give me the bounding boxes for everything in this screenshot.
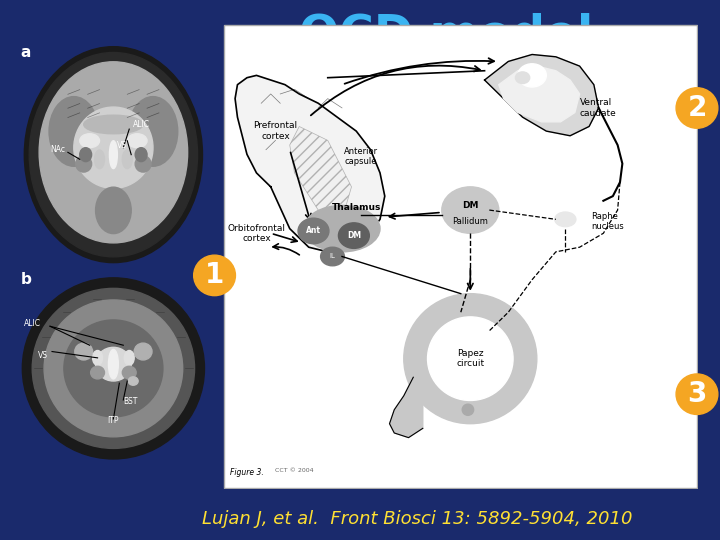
Ellipse shape	[554, 212, 576, 227]
Text: ALIC: ALIC	[133, 120, 150, 129]
Ellipse shape	[320, 247, 344, 266]
Ellipse shape	[30, 52, 197, 257]
Ellipse shape	[442, 187, 499, 233]
Text: VS: VS	[38, 351, 48, 360]
Text: Prefrontal
cortex: Prefrontal cortex	[253, 122, 297, 141]
Polygon shape	[289, 126, 351, 219]
Ellipse shape	[134, 343, 152, 360]
Ellipse shape	[74, 107, 153, 188]
Text: DM: DM	[462, 201, 479, 210]
Ellipse shape	[298, 218, 329, 244]
Ellipse shape	[135, 156, 151, 172]
Text: BST: BST	[123, 397, 138, 406]
Circle shape	[404, 294, 537, 424]
Text: NAc: NAc	[50, 145, 65, 154]
Ellipse shape	[94, 150, 104, 168]
Ellipse shape	[135, 147, 147, 161]
Ellipse shape	[128, 377, 138, 385]
Text: Lujan J, et al.  Front Biosci 13: 5892-5904, 2010: Lujan J, et al. Front Biosci 13: 5892-59…	[202, 510, 633, 529]
Polygon shape	[235, 76, 384, 252]
Text: 1: 1	[205, 261, 224, 289]
Ellipse shape	[64, 320, 163, 417]
Ellipse shape	[516, 72, 530, 84]
Ellipse shape	[122, 366, 136, 379]
Polygon shape	[499, 66, 580, 122]
Text: Anterior
capsule: Anterior capsule	[344, 147, 379, 166]
Text: ALIC: ALIC	[24, 319, 41, 328]
Text: Figure 3.: Figure 3.	[230, 468, 264, 477]
Ellipse shape	[91, 366, 104, 379]
Ellipse shape	[32, 288, 194, 448]
Circle shape	[462, 404, 474, 415]
Ellipse shape	[109, 349, 118, 379]
Text: Ventral
caudate: Ventral caudate	[580, 98, 616, 118]
Polygon shape	[390, 377, 423, 437]
Text: Papez
circuit: Papez circuit	[456, 349, 485, 368]
Ellipse shape	[338, 223, 369, 248]
Polygon shape	[485, 55, 598, 136]
Text: b: b	[20, 272, 31, 287]
Text: Raphe
nucleus: Raphe nucleus	[592, 212, 624, 231]
Ellipse shape	[80, 134, 99, 148]
Ellipse shape	[84, 115, 143, 134]
Ellipse shape	[109, 141, 117, 168]
Ellipse shape	[39, 62, 188, 243]
Text: Thalamus: Thalamus	[332, 203, 381, 212]
Text: VS: VS	[117, 141, 127, 150]
Text: DM: DM	[347, 231, 361, 240]
Ellipse shape	[518, 64, 546, 87]
Text: CCT © 2004: CCT © 2004	[275, 468, 314, 472]
Ellipse shape	[80, 147, 91, 161]
FancyBboxPatch shape	[224, 25, 698, 488]
Text: a: a	[20, 45, 31, 60]
Ellipse shape	[127, 134, 147, 148]
Text: Pallidum: Pallidum	[452, 217, 488, 226]
Ellipse shape	[93, 350, 102, 365]
Text: OCD model: OCD model	[300, 12, 593, 58]
Ellipse shape	[96, 187, 131, 234]
Text: 3: 3	[688, 380, 706, 408]
Ellipse shape	[96, 347, 131, 381]
Text: 2: 2	[688, 94, 706, 122]
Ellipse shape	[76, 156, 91, 172]
Text: IL: IL	[330, 253, 336, 260]
Ellipse shape	[22, 278, 204, 459]
Ellipse shape	[122, 150, 132, 168]
Ellipse shape	[75, 343, 93, 360]
Ellipse shape	[24, 46, 202, 262]
Text: Orbitofrontal
cortex: Orbitofrontal cortex	[228, 224, 285, 243]
Text: ITP: ITP	[107, 416, 119, 425]
Ellipse shape	[49, 97, 99, 166]
Ellipse shape	[304, 205, 380, 252]
Circle shape	[428, 317, 513, 401]
Ellipse shape	[44, 300, 183, 437]
Ellipse shape	[125, 350, 134, 365]
Ellipse shape	[128, 97, 178, 166]
Text: Ant: Ant	[306, 226, 321, 235]
